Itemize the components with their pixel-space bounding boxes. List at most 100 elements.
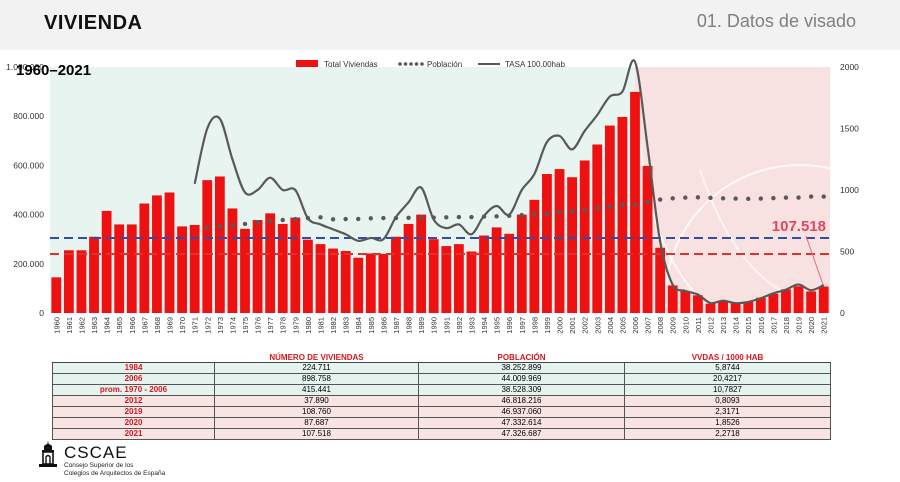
row-label: 2019 [52, 406, 215, 418]
bar-total-viviendas [378, 253, 389, 313]
point-poblacion [821, 194, 826, 199]
y-left-tick-label: 1.000.000 [6, 62, 44, 72]
bar-total-viviendas [491, 227, 502, 313]
legend-swatch-poblacion [409, 62, 413, 66]
point-poblacion [267, 219, 273, 224]
x-tick-label: 2020 [807, 317, 816, 334]
point-poblacion [632, 202, 638, 207]
legend-swatch-poblacion [420, 62, 424, 66]
point-poblacion [808, 194, 814, 199]
point-poblacion [456, 214, 462, 220]
point-poblacion [519, 212, 524, 218]
bar-total-viviendas [240, 228, 250, 313]
point-poblacion [783, 195, 789, 200]
legend-swatch-poblacion [414, 62, 419, 66]
point-poblacion [293, 216, 298, 222]
x-tick-label: 1960 [52, 317, 61, 334]
x-tick-label: 1967 [140, 317, 149, 334]
cell-ratio: 2,2718 [624, 428, 831, 440]
bar-total-viviendas [126, 224, 137, 313]
x-tick-label: 1971 [191, 317, 200, 334]
logo-subtitle-line: Colegios de Arquitectos de España [64, 469, 166, 477]
bar-total-viviendas [114, 224, 125, 313]
bar-total-viviendas [705, 303, 716, 313]
table-header: POBLACIÓN [418, 352, 625, 363]
point-poblacion [796, 195, 801, 200]
x-tick-label: 1962 [77, 317, 86, 334]
x-tick-label: 1981 [316, 317, 325, 334]
x-tick-label: 1985 [367, 317, 376, 334]
x-tick-label: 2011 [694, 317, 703, 333]
bar-total-viviendas [391, 236, 401, 313]
bar-total-viviendas [529, 199, 540, 313]
bar-total-viviendas [139, 203, 150, 313]
point-poblacion [708, 195, 713, 201]
point-poblacion [720, 196, 726, 201]
cell-viviendas: 415.441 [214, 384, 419, 396]
decorative-swoosh [699, 169, 900, 306]
y-left-tick-label: 800.000 [13, 111, 44, 121]
bar-total-viviendas [63, 250, 74, 313]
x-tick-label: 1975 [241, 317, 250, 334]
point-poblacion [381, 215, 386, 221]
point-poblacion [330, 217, 336, 222]
table-header-row: NÚMERO DE VIVIENDAS POBLACIÓN VVDAS / 10… [52, 352, 831, 363]
y-left-tick-label: 200.000 [13, 259, 44, 269]
bar-total-viviendas [630, 91, 640, 313]
bar-total-viviendas [252, 220, 263, 313]
y-right-tick-label: 0 [840, 308, 845, 318]
logo-name: CSCAE [64, 443, 128, 462]
cell-poblacion: 46.937.060 [418, 406, 625, 418]
table-row: prom. 1970 - 2006 415.441 38.528.309 10,… [52, 384, 831, 396]
point-poblacion [356, 216, 361, 222]
line-tasa [193, 59, 825, 305]
bar-total-viviendas [177, 226, 188, 313]
point-poblacion [242, 221, 248, 227]
row-label: 2020 [52, 417, 215, 429]
bell-tower-icon [39, 441, 57, 467]
x-tick-label: 1991 [442, 317, 451, 334]
x-tick-label: 2008 [656, 317, 665, 334]
bar-total-viviendas [416, 214, 427, 313]
x-tick-label: 2006 [631, 317, 640, 334]
bar-total-viviendas [806, 291, 817, 313]
row-label: prom. 1970 - 2006 [52, 384, 215, 396]
y-right-tick-label: 1000 [840, 185, 859, 195]
bar-total-viviendas [743, 301, 754, 313]
bar-total-viviendas [680, 291, 691, 313]
y-left-tick-label: 0 [39, 308, 44, 318]
bar-total-viviendas [353, 257, 364, 313]
highlight-label: 107.518 [772, 218, 826, 235]
legend-label: TASA 100.00hab [505, 60, 565, 69]
point-poblacion [444, 215, 449, 220]
x-tick-label: 2016 [757, 317, 766, 334]
bar-total-viviendas [554, 169, 565, 313]
row-label: 2012 [52, 395, 215, 407]
point-poblacion [318, 215, 323, 220]
point-poblacion [595, 206, 600, 211]
cell-poblacion: 38.252.899 [418, 362, 625, 374]
bar-total-viviendas [164, 192, 175, 313]
bar-total-viviendas [202, 180, 213, 313]
x-tick-label: 1984 [354, 317, 363, 334]
x-tick-label: 1996 [505, 317, 514, 334]
x-tick-label: 1998 [530, 317, 539, 334]
x-tick-label: 1997 [518, 317, 527, 334]
x-tick-label: 2019 [795, 317, 804, 334]
x-tick-label: 1976 [254, 317, 263, 334]
bar-total-viviendas [265, 213, 276, 313]
y-left-tick-label: 600.000 [13, 160, 44, 170]
point-poblacion [205, 225, 210, 230]
point-poblacion [230, 222, 235, 228]
x-tick-label: 1966 [128, 317, 137, 334]
legend-swatch-poblacion [398, 62, 402, 66]
x-tick-label: 1988 [405, 317, 414, 334]
bar-total-viviendas [655, 247, 666, 313]
bar-total-viviendas [542, 174, 552, 313]
x-tick-label: 1961 [65, 317, 74, 334]
cell-viviendas: 224.711 [214, 362, 419, 374]
bar-total-viviendas [302, 239, 313, 313]
point-poblacion [217, 224, 223, 229]
x-tick-label: 1994 [480, 317, 489, 334]
legend-swatch-viviendas [296, 60, 318, 67]
